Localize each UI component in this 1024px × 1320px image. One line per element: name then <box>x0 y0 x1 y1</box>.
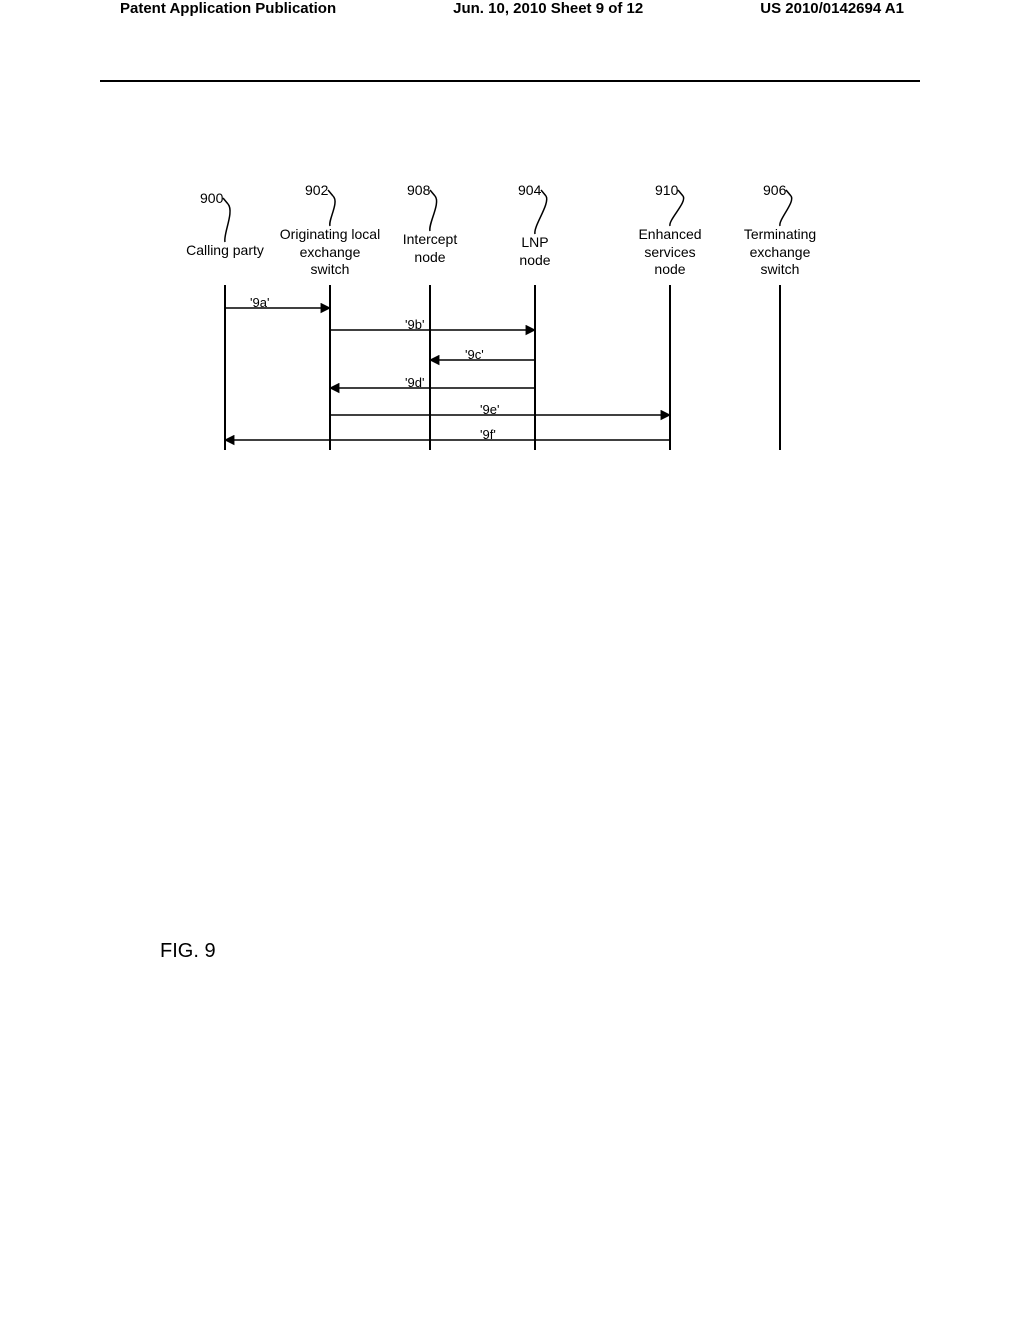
sequence-diagram: 900Calling party902Originating localexch… <box>160 190 880 470</box>
participant-label: Terminatingexchangeswitch <box>725 226 835 279</box>
message-label: '9b' <box>405 317 424 332</box>
header-left: Patent Application Publication <box>120 0 336 17</box>
participant-label: Calling party <box>170 242 280 260</box>
header-right: US 2010/0142694 A1 <box>760 0 904 17</box>
header-rule <box>100 80 920 82</box>
message-label: '9a' <box>250 295 269 310</box>
header-center: Jun. 10, 2010 Sheet 9 of 12 <box>453 0 643 17</box>
ref-number: 906 <box>763 182 786 198</box>
message-label: '9f' <box>480 427 496 442</box>
ref-number: 904 <box>518 182 541 198</box>
ref-number: 902 <box>305 182 328 198</box>
page-header: Patent Application Publication Jun. 10, … <box>0 0 1024 17</box>
page: Patent Application Publication Jun. 10, … <box>0 0 1024 1320</box>
ref-number: 910 <box>655 182 678 198</box>
participant-label: LNPnode <box>480 234 590 269</box>
message-label: '9c' <box>465 347 484 362</box>
participant-label: Enhancedservicesnode <box>615 226 725 279</box>
ref-number: 908 <box>407 182 430 198</box>
ref-number: 900 <box>200 190 223 206</box>
figure-caption: FIG. 9 <box>160 940 216 963</box>
participant-label: Interceptnode <box>375 231 485 266</box>
message-label: '9e' <box>480 402 499 417</box>
message-label: '9d' <box>405 375 424 390</box>
participant-label: Originating localexchangeswitch <box>275 226 385 279</box>
